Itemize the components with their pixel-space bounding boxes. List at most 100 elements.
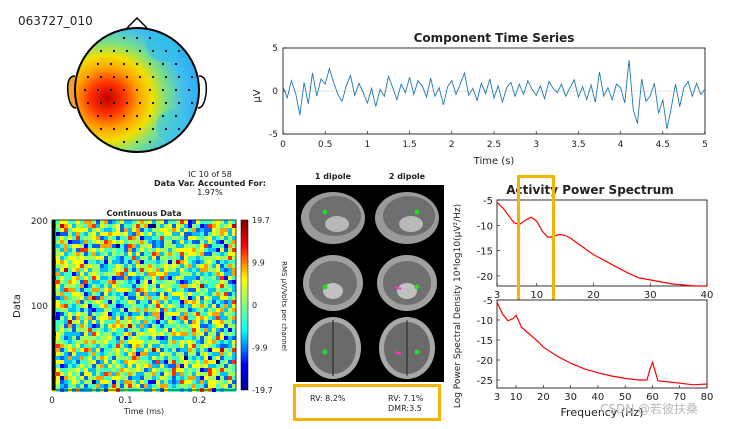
electrode-dot: [177, 49, 181, 53]
electrode-dot: [112, 75, 116, 79]
spectrum-bottom-xtick-label: 50: [619, 392, 632, 403]
spectrum-bottom-xtick-label: 40: [592, 392, 605, 403]
time-series-xtick-label: 0: [280, 140, 286, 150]
colorbar-tick-label: -9.9: [252, 344, 268, 353]
heatmap-xtick-label: 0: [49, 396, 55, 406]
dipole-marker: [414, 349, 420, 355]
time-series-ylabel: μV: [252, 89, 263, 102]
spectrum-bottom-xtick-label: 80: [701, 392, 714, 403]
electrode-dot: [148, 36, 152, 40]
time-series-xtick-label: 5: [702, 140, 708, 150]
dipole-vector: [394, 351, 402, 355]
electrode-dots: [83, 36, 194, 144]
power-spectrum-title: Activity Power Spectrum: [506, 183, 673, 197]
electrode-dot: [125, 49, 129, 53]
time-series-xtick-label: 2: [449, 140, 455, 150]
rv-two-dipole: RV: 7.1%: [388, 394, 424, 403]
spectrum-top-ytick-label: -15: [477, 247, 493, 258]
electrode-dot: [83, 88, 87, 92]
dipole-marker: [322, 349, 328, 355]
rv-highlight-box: [293, 384, 441, 421]
power-spectrum-bottom-chart: -5 -10 -15 -20 -25 3 10 20 30 40 50 60 70 80 Frequen…: [477, 296, 714, 419]
time-series-chart: Component Time Series 50-5 0 0.5 1 1.5 2 2.5 3…: [252, 31, 708, 167]
one-dipole-label: 1 dipole: [314, 172, 352, 181]
electrode-dot: [187, 88, 191, 92]
electrode-dot: [135, 62, 139, 66]
electrode-dot: [151, 49, 155, 53]
variance-label: Data Var. Accounted For:: [154, 179, 266, 188]
watermark: CSDN @若彼扶桑: [600, 402, 699, 416]
electrode-dot: [151, 127, 155, 131]
spectrum-top-ytick-label: -10: [477, 221, 493, 232]
heatmap-xtick-label: 0.2: [192, 396, 206, 406]
spectrum-bottom-xtick-label: 20: [537, 392, 550, 403]
electrode-dot: [86, 101, 90, 105]
dipole-marker: [414, 284, 420, 290]
dipole-marker: [322, 209, 328, 215]
heatmap-frame: [51, 219, 237, 391]
time-series-ytick-label: 0: [272, 87, 278, 97]
nose-icon: [126, 16, 148, 29]
electrode-dot: [96, 62, 100, 66]
electrode-dot: [112, 49, 116, 53]
electrode-dot: [190, 75, 194, 79]
electrode-dot: [174, 62, 178, 66]
dmr-value: DMR:3.5: [388, 404, 422, 413]
spectrum-top-xtick-label: 40: [701, 290, 714, 301]
electrode-dot: [96, 88, 100, 92]
electrode-dot: [164, 75, 168, 79]
spectrum-bottom-ytick-label: -10: [477, 316, 493, 327]
time-series-xlabel: Time (s): [473, 156, 515, 167]
electrode-dot: [99, 127, 103, 131]
heatmap-ytick-label: 200: [31, 217, 48, 227]
spectrum-top-xtick-label: 20: [587, 290, 600, 301]
time-series-title: Component Time Series: [414, 31, 575, 45]
electrode-dot: [177, 101, 181, 105]
electrode-dot: [190, 101, 194, 105]
scalp-topography-map: [66, 16, 208, 153]
colorbar-tick-label: 0: [252, 301, 257, 310]
mri-slice: [375, 192, 439, 244]
electrode-dot: [151, 75, 155, 79]
time-series-ytick-label: 5: [272, 44, 278, 54]
mri-slice: [377, 255, 437, 311]
continuous-data-title: Continuous Data: [106, 209, 181, 218]
electrode-dot: [174, 114, 178, 118]
mri-slice: [305, 317, 361, 379]
rv-info: RV: 8.2% RV: 7.1% DMR:3.5: [296, 390, 444, 418]
electrode-dot: [112, 127, 116, 131]
spectrum-top-ytick-label: -5: [483, 196, 493, 207]
electrode-dot: [151, 101, 155, 105]
ic-index: IC 10 of 58: [188, 170, 232, 179]
electrode-dot: [148, 62, 152, 66]
time-series-xtick-label: 1.5: [402, 140, 416, 150]
time-series-xtick-label: 4.5: [656, 140, 670, 150]
electrode-dot: [125, 127, 129, 131]
electrode-dot: [164, 101, 168, 105]
power-spectrum-bottom-line: [496, 301, 708, 386]
dipole-marker: [414, 209, 420, 215]
colorbar-tick-label: 19.7: [252, 216, 270, 225]
component-id: 063727_010: [18, 14, 93, 28]
two-dipole-label: 2 dipole: [388, 172, 426, 181]
heatmap-xlabel: Time (ms): [123, 407, 164, 416]
continuous-data-chart: Continuous Data 200 100 0 0.1 0.2 Data Time…: [12, 209, 288, 416]
colorbar-tick-label: 9.9: [252, 258, 265, 267]
spectrum-top-xtick-label: 3: [494, 290, 500, 301]
heatmap-ytick-label: 100: [31, 302, 48, 312]
electrode-dot: [122, 62, 126, 66]
electrode-dot: [125, 101, 129, 105]
electrode-dot: [138, 75, 142, 79]
electrode-dot: [112, 101, 116, 105]
time-series-xtick-label: 4: [618, 140, 624, 150]
power-spectrum-top-axes: [496, 199, 708, 287]
head-outline: [74, 27, 200, 153]
electrode-dot: [122, 36, 126, 40]
spectrum-bottom-ytick-label: -15: [477, 336, 493, 347]
electrode-dot: [99, 101, 103, 105]
electrode-dot: [177, 75, 181, 79]
spectrum-top-ytick-label: -20: [477, 272, 493, 283]
dipole-vector: [394, 286, 402, 290]
rv-one-dipole: RV: 8.2%: [310, 394, 346, 403]
electrode-dot: [135, 140, 139, 144]
